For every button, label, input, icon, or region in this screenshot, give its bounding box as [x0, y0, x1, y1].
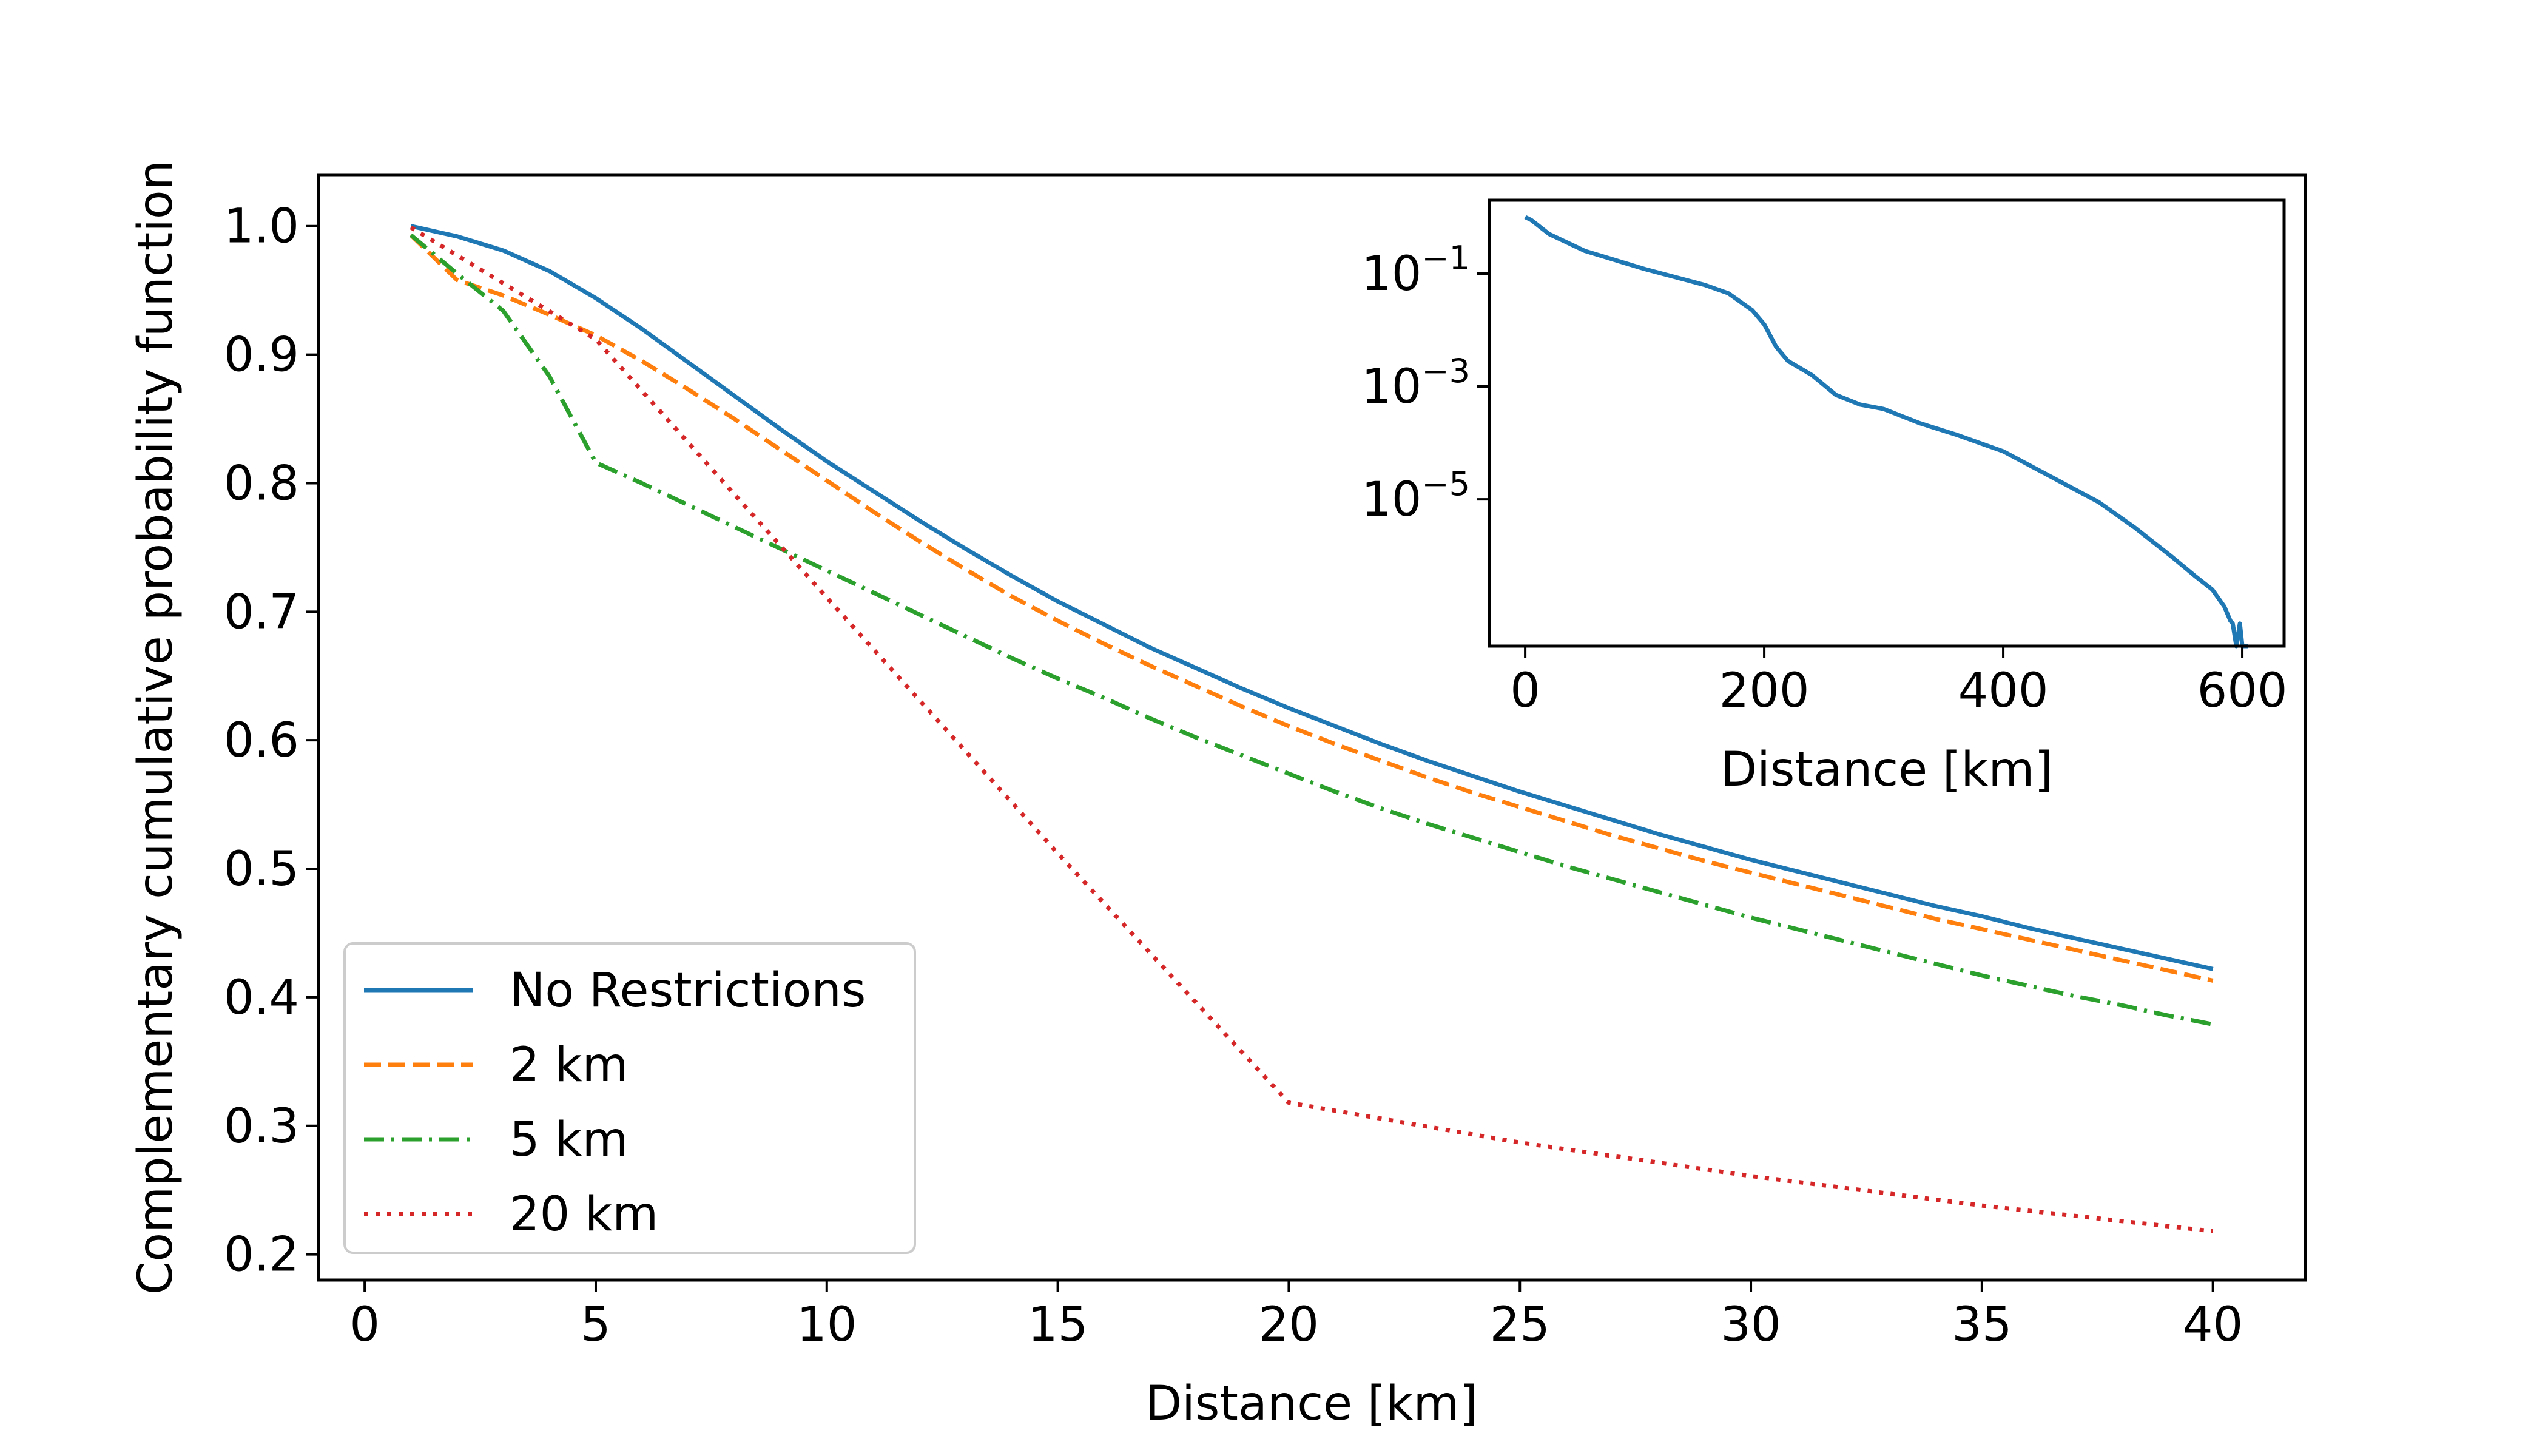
main-series-line-3: [410, 225, 2214, 1233]
inset-x-tick-label: 0: [1510, 664, 1540, 718]
main-series-line-2: [410, 233, 2214, 1026]
inset-y-tick-label: 10−5: [1361, 465, 1470, 527]
main-plot: 0 5 10 15 20 25 30 35 40 0.20.30.40.50.60.70.80.…: [129, 160, 2307, 1431]
inset-y-tick-label: 10−3: [1361, 352, 1470, 414]
main-series-line-1: [409, 234, 2214, 983]
main-x-tick-label: 15: [1028, 1298, 1088, 1352]
main-y-tick-label: 0.4: [224, 971, 299, 1025]
main-x-axis-label: Distance [km]: [1145, 1377, 1478, 1431]
main-x-tick-label: 25: [1490, 1298, 1550, 1352]
legend-label-3: 20 km: [510, 1187, 658, 1242]
main-x-tick-label: 0: [349, 1298, 380, 1352]
inset-y-tick-label: 10−1: [1361, 239, 1470, 302]
inset-x-axis-label: Distance [km]: [1721, 743, 2053, 797]
main-y-ticks: 0.2 0.3 0.4 0.5 0.6 0.7 0.8 0.9 1.0: [224, 200, 318, 1282]
main-y-tick-label: 1.0: [224, 200, 299, 254]
inset-plot-background: [1489, 200, 2284, 646]
legend-label-0: No Restrictions: [510, 963, 866, 1018]
inset-plot: 0 200 400 600 10−1 10−3 10−5 Distance [km]: [1361, 198, 2287, 797]
main-x-tick-label: 10: [797, 1298, 857, 1352]
main-y-tick-label: 0.9: [224, 328, 299, 383]
legend-box: [343, 942, 916, 1254]
main-y-tick-label: 0.5: [224, 842, 299, 897]
main-series-group: [409, 224, 2214, 1233]
inset-series-line-0: [1524, 215, 2248, 649]
main-x-tick-label: 5: [581, 1298, 611, 1352]
main-x-tick-label: 30: [1721, 1298, 1781, 1352]
legend-label-2: 5 km: [510, 1113, 629, 1167]
main-y-tick-label: 0.7: [224, 585, 299, 639]
legend-items: No Restrictions 2 km 5 km 20 km: [364, 963, 866, 1242]
main-y-tick-label: 0.3: [224, 1099, 299, 1154]
main-x-ticks: 0 5 10 15 20 25 30 35 40: [349, 1280, 2243, 1352]
main-y-tick-label: 0.6: [224, 713, 299, 768]
main-y-axis-label: Complementary cumulative probability fun…: [129, 160, 183, 1295]
inset-x-tick-label: 200: [1719, 664, 1810, 718]
main-series-line-0: [410, 224, 2214, 971]
main-plot-frame: [317, 173, 2307, 1282]
legend-label-1: 2 km: [510, 1038, 629, 1093]
main-y-tick-label: 0.2: [224, 1228, 299, 1282]
inset-y-ticks: 10−1 10−3 10−5: [1361, 239, 1489, 527]
main-x-tick-label: 20: [1259, 1298, 1319, 1352]
main-x-tick-label: 35: [1952, 1298, 2012, 1352]
legend: No Restrictions 2 km 5 km 20 km: [343, 942, 916, 1254]
main-y-tick-label: 0.8: [224, 456, 299, 511]
inset-x-tick-label: 400: [1958, 664, 2049, 718]
inset-plot-frame: [1488, 198, 2286, 648]
inset-x-tick-label: 600: [2197, 664, 2288, 718]
main-x-tick-label: 40: [2183, 1298, 2243, 1352]
inset-series-group: [1524, 215, 2248, 649]
inset-x-ticks: 0 200 400 600: [1510, 646, 2287, 718]
